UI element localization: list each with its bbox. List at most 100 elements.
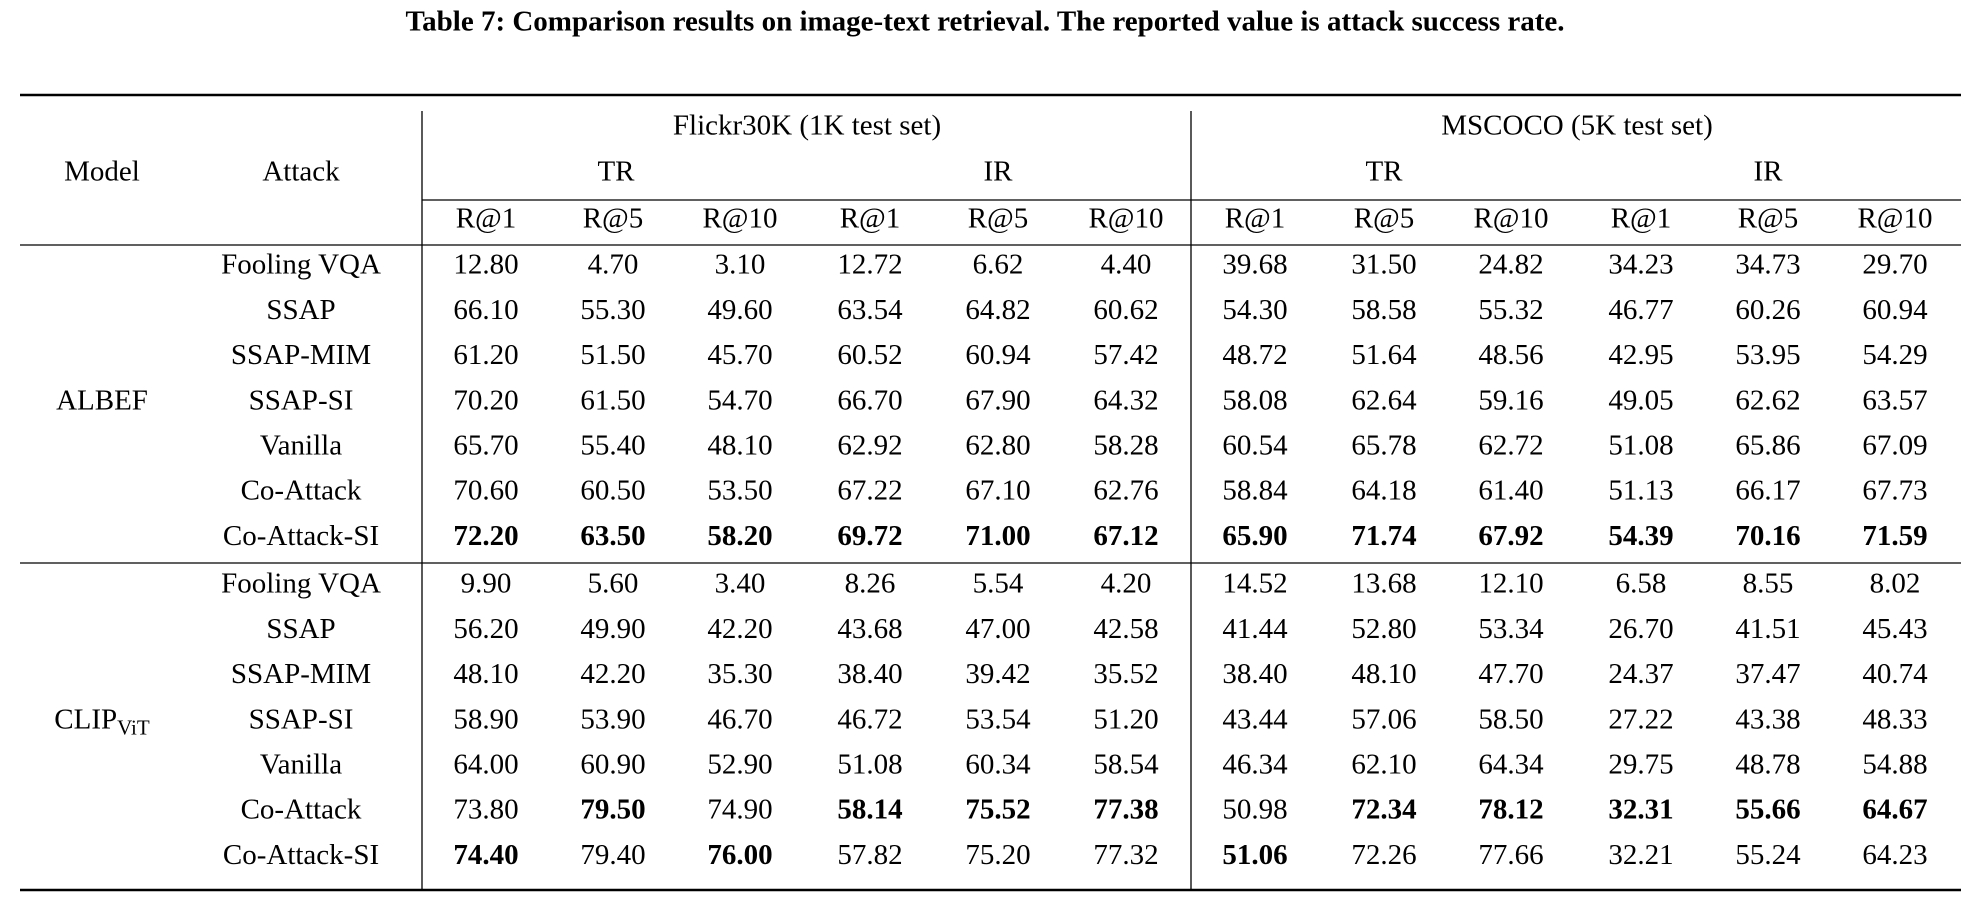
cell: 51.08 (1608, 429, 1673, 461)
cell: 70.60 (453, 475, 518, 507)
cell: 67.92 (1478, 520, 1543, 552)
cell: 48.56 (1478, 339, 1543, 371)
cell: 45.43 (1862, 613, 1927, 645)
cell: 75.20 (965, 839, 1030, 871)
cell: 49.60 (707, 294, 772, 326)
cell: 32.21 (1608, 839, 1673, 871)
cell: 4.40 (1101, 249, 1152, 281)
cell: 55.40 (580, 429, 645, 461)
cell: 59.16 (1478, 384, 1543, 416)
metric-header: R@10 (702, 203, 777, 235)
metric-header: R@1 (840, 203, 901, 235)
cell: 54.70 (707, 384, 772, 416)
cell: 64.23 (1862, 839, 1927, 871)
cell: 71.74 (1351, 520, 1416, 552)
cell: 6.62 (973, 249, 1024, 281)
cell: 53.90 (580, 703, 645, 735)
attack-name: SSAP (266, 294, 335, 326)
cell: 60.50 (580, 475, 645, 507)
cell: 4.20 (1101, 568, 1152, 600)
model-text: ALBEF (56, 384, 148, 416)
header: Model (64, 156, 140, 188)
cell: 72.26 (1351, 839, 1416, 871)
cell: 26.70 (1608, 613, 1673, 645)
cell: 61.50 (580, 384, 645, 416)
cell: 67.12 (1093, 520, 1158, 552)
cell: 70.20 (453, 384, 518, 416)
cell: 62.72 (1478, 429, 1543, 461)
cell: 64.00 (453, 748, 518, 780)
attack-name: SSAP-MIM (231, 658, 371, 690)
cell: 8.02 (1870, 568, 1921, 600)
cell: 66.17 (1735, 475, 1800, 507)
cell: 35.30 (707, 658, 772, 690)
cell: 62.92 (837, 429, 902, 461)
cell: 29.70 (1862, 249, 1927, 281)
cell: 60.34 (965, 748, 1031, 780)
cell: 5.60 (588, 568, 639, 600)
cell: 72.20 (453, 520, 518, 552)
cell: 66.70 (837, 384, 902, 416)
caption: Table 7: Comparison results on image-tex… (405, 6, 1564, 38)
cell: 57.82 (837, 839, 902, 871)
attack-name: Fooling VQA (221, 568, 381, 600)
model-text: CLIP (54, 703, 117, 735)
cell: 34.73 (1735, 249, 1800, 281)
attack-name: Vanilla (260, 429, 342, 461)
cell: 60.90 (580, 748, 645, 780)
cell: 51.06 (1222, 839, 1287, 871)
cell: 63.54 (837, 294, 903, 326)
metric-header: R@1 (1611, 203, 1672, 235)
cell: 58.50 (1478, 703, 1543, 735)
cell: 74.90 (707, 794, 772, 826)
cell: 46.34 (1222, 748, 1288, 780)
cell: 48.33 (1862, 703, 1927, 735)
task-header: TR (597, 156, 635, 188)
attack-name: Co-Attack-SI (223, 520, 379, 552)
header: Attack (262, 156, 340, 188)
cell: 60.54 (1222, 429, 1288, 461)
cell: 51.13 (1608, 475, 1673, 507)
attack-name: Fooling VQA (221, 249, 381, 281)
cell: 42.58 (1093, 613, 1158, 645)
cell: 8.55 (1743, 568, 1794, 600)
cell: 51.08 (837, 748, 902, 780)
cell: 67.73 (1862, 475, 1927, 507)
metric-header: R@10 (1857, 203, 1932, 235)
metric-header: R@1 (456, 203, 517, 235)
cell: 77.32 (1093, 839, 1158, 871)
cell: 8.26 (845, 568, 896, 600)
cell: 48.10 (707, 429, 772, 461)
cell: 60.94 (965, 339, 1031, 371)
attack-name: Co-Attack (241, 475, 362, 507)
cell: 34.23 (1608, 249, 1673, 281)
cell: 51.20 (1093, 703, 1158, 735)
cell: 39.42 (965, 658, 1030, 690)
cell: 43.68 (837, 613, 902, 645)
cell: 77.38 (1093, 794, 1158, 826)
cell: 54.88 (1862, 748, 1927, 780)
cell: 58.28 (1093, 429, 1158, 461)
cell: 55.32 (1478, 294, 1543, 326)
cell: 9.90 (461, 568, 512, 600)
model-subscript: ViT (117, 715, 150, 739)
task-header: IR (984, 156, 1014, 188)
cell: 5.54 (973, 568, 1024, 600)
cell: 65.86 (1735, 429, 1800, 461)
cell: 49.05 (1608, 384, 1673, 416)
cell: 58.54 (1093, 748, 1159, 780)
cell: 79.40 (580, 839, 645, 871)
attack-name: Vanilla (260, 748, 342, 780)
cell: 41.51 (1735, 613, 1800, 645)
cell: 12.10 (1478, 568, 1543, 600)
cell: 62.62 (1735, 384, 1800, 416)
cell: 46.77 (1608, 294, 1673, 326)
cell: 60.52 (837, 339, 902, 371)
dataset-header: Flickr30K (1K test set) (673, 110, 941, 142)
cell: 13.68 (1351, 568, 1416, 600)
task-header: IR (1754, 156, 1784, 188)
cell: 53.50 (707, 475, 772, 507)
cell: 60.94 (1862, 294, 1928, 326)
cell: 48.72 (1222, 339, 1287, 371)
